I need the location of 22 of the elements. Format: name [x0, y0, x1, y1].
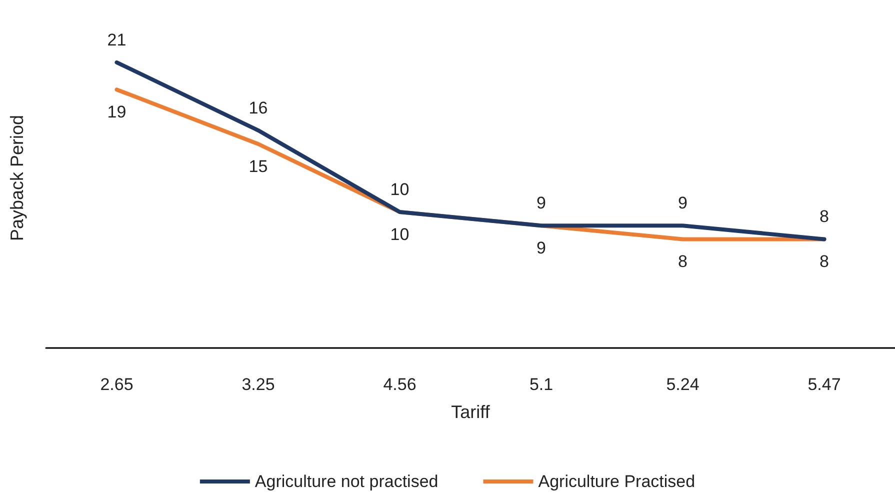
data-label: 10 — [390, 225, 410, 244]
data-label: 8 — [678, 252, 688, 272]
data-label: 8 — [820, 207, 829, 226]
data-label: 9 — [536, 238, 546, 258]
data-label: 16 — [248, 98, 268, 118]
x-axis-title: Tariff — [451, 402, 491, 422]
data-label: 19 — [107, 102, 126, 122]
data-label: 15 — [248, 157, 268, 176]
x-tick-label: 3.25 — [242, 375, 275, 394]
data-label: 21 — [107, 30, 126, 50]
legend-label: Agriculture Practised — [538, 472, 696, 491]
x-tick-label: 2.65 — [100, 375, 134, 394]
x-tick-label: 4.56 — [383, 375, 416, 394]
data-label: 8 — [820, 252, 829, 272]
x-tick-label: 5.1 — [529, 375, 554, 394]
data-label: 9 — [678, 194, 688, 213]
legend-label: Agriculture not practised — [254, 472, 438, 491]
data-label: 10 — [390, 180, 410, 199]
x-tick-label: 5.47 — [808, 375, 841, 394]
y-axis-title: Payback Period — [7, 114, 27, 242]
data-label: 9 — [536, 194, 546, 213]
x-tick-label: 5.24 — [666, 375, 700, 394]
